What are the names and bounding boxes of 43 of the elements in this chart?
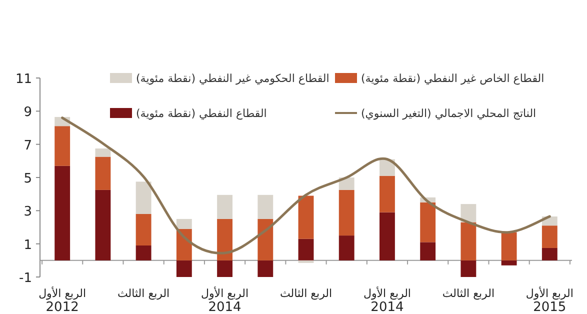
y-tick-label: 5 xyxy=(24,172,32,186)
bar xyxy=(298,196,314,239)
bar xyxy=(258,260,274,277)
bar xyxy=(380,176,395,212)
y-tick-label: 9 xyxy=(24,105,32,120)
x-tick-label: الربع الثالث xyxy=(442,287,495,300)
bar xyxy=(338,236,354,260)
bar xyxy=(501,232,517,260)
y-tick-label: 7 xyxy=(24,138,32,154)
bar xyxy=(95,156,111,190)
bar xyxy=(217,260,232,277)
y-tick-label: 3 xyxy=(24,204,32,220)
bar xyxy=(136,182,152,214)
bar xyxy=(176,260,192,277)
bar xyxy=(420,242,436,260)
bar xyxy=(136,214,152,246)
bar xyxy=(298,260,314,263)
x-tick-label: الربع الثالث xyxy=(280,287,332,300)
bar xyxy=(176,218,192,229)
bar xyxy=(217,194,232,219)
y-tick-label: 11 xyxy=(15,72,32,87)
bar xyxy=(54,126,70,166)
bar xyxy=(338,190,354,236)
bar xyxy=(542,226,558,248)
bar xyxy=(95,190,111,260)
bar xyxy=(460,204,476,222)
bar xyxy=(258,194,274,219)
bar xyxy=(501,260,517,266)
bar xyxy=(54,166,70,260)
bar xyxy=(460,260,476,277)
bar xyxy=(420,202,436,242)
y-tick-label: 1 xyxy=(24,238,32,253)
x-tick-label: الربع الثالث xyxy=(117,287,170,300)
bar xyxy=(460,222,476,260)
bar xyxy=(380,212,395,260)
bar xyxy=(217,218,232,260)
bar xyxy=(298,238,314,260)
legend-label: القطاع النفطي (نقطة مئوية) xyxy=(136,107,267,120)
bar xyxy=(136,245,152,260)
bar xyxy=(258,218,274,260)
bar xyxy=(95,148,111,157)
bar xyxy=(542,248,558,260)
y-tick-label: -1 xyxy=(19,271,32,286)
